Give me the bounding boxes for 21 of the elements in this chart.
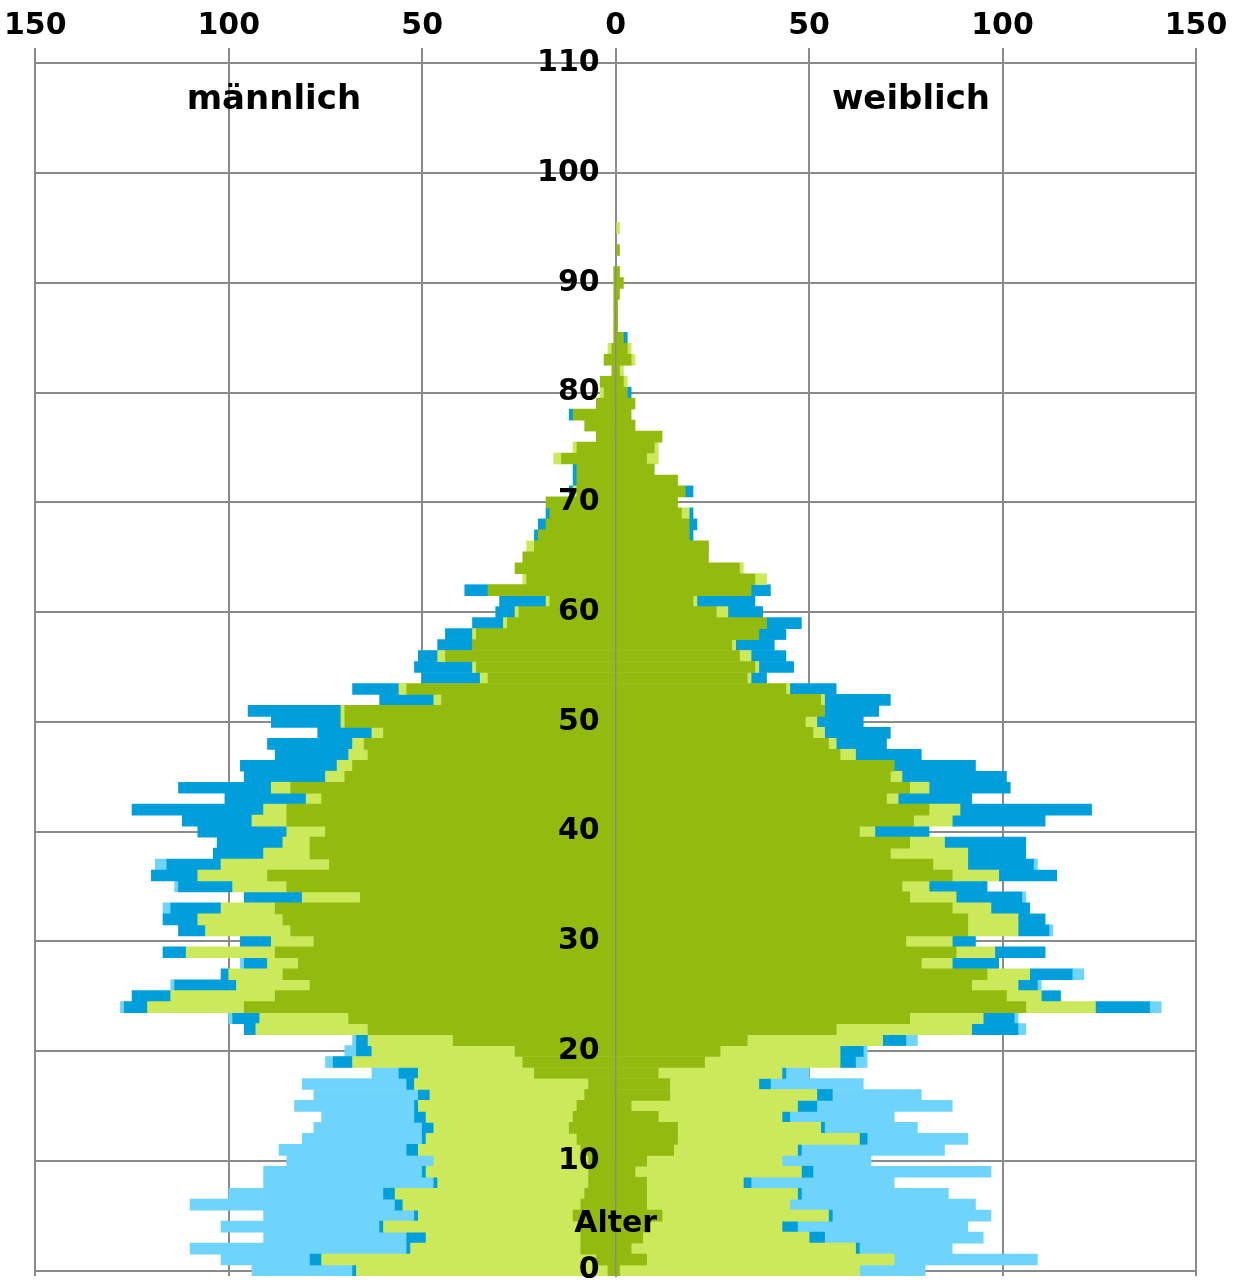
y-tick-label: 80 [557, 372, 600, 408]
x-tick-label: 100 [197, 5, 261, 41]
y-tick-label: 20 [557, 1030, 600, 1066]
x-tick-label: 0 [605, 5, 627, 41]
y-tick-label: 70 [557, 482, 600, 518]
y-tick-label: 40 [557, 811, 600, 847]
x-tick-label: 50 [401, 5, 444, 41]
x-tick-label: 150 [4, 5, 67, 41]
y-tick-label: 100 [537, 153, 600, 189]
y-tick-label: 50 [557, 701, 600, 737]
y-tick-label: 30 [557, 921, 600, 957]
x-tick-label: 50 [788, 5, 830, 41]
y-tick-label: 110 [537, 43, 600, 79]
x-tick-label: 150 [1164, 5, 1228, 41]
x-tick-label: 100 [971, 5, 1034, 41]
y-tick-label: 0 [578, 1250, 600, 1280]
annotation: männlich [186, 76, 362, 117]
annotation: weiblich [831, 76, 991, 117]
y-tick-label: 90 [557, 262, 600, 298]
y-tick-label: 60 [557, 591, 600, 627]
y-tick-label: 10 [557, 1140, 600, 1176]
